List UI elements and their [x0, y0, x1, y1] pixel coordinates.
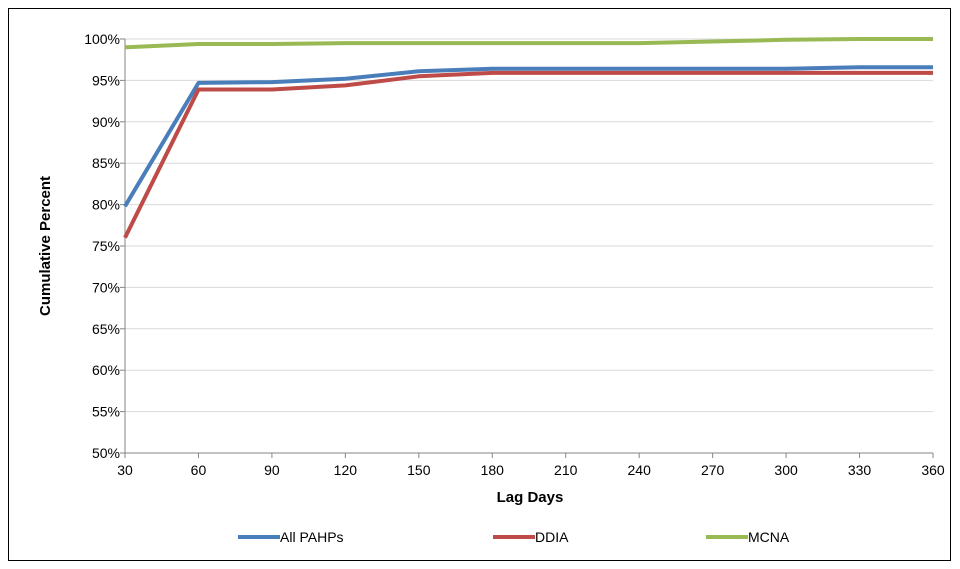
axes [124, 39, 934, 458]
y-tick-label: 90% [92, 114, 120, 130]
y-tick-label: 75% [92, 238, 120, 254]
x-tick-label: 60 [191, 462, 207, 478]
x-tick-label: 300 [774, 462, 798, 478]
x-tick-label: 90 [264, 462, 280, 478]
x-tick-label: 120 [334, 462, 358, 478]
gridlines [120, 38, 933, 454]
series-line-3 [124, 37, 933, 50]
series-line-2 [123, 70, 933, 239]
y-tick-label: 85% [92, 155, 120, 171]
y-tick-labels: 50% 55% 60% 65% 70% 75% 80% 85% 90% 95% 100% [84, 31, 120, 461]
y-axis-title: Cumulative Percent [37, 176, 54, 316]
y-tick-label: 100% [84, 31, 120, 47]
x-tick-label: 270 [701, 462, 725, 478]
chart-frame [8, 8, 951, 561]
legend-item: All PAHPs [238, 529, 344, 545]
x-tick-label: 180 [481, 462, 505, 478]
legend-item: DDIA [493, 529, 569, 545]
x-tick-label: 330 [848, 462, 872, 478]
x-tick-label: 150 [407, 462, 431, 478]
x-tick-label: 30 [117, 462, 133, 478]
legend-label: All PAHPs [280, 529, 344, 545]
legend-label: MCNA [748, 529, 790, 545]
y-tick-label: 95% [92, 72, 120, 88]
x-tick-labels: 30 60 90 120 150 180 210 240 270 300 330 360 [117, 462, 945, 478]
x-axis-title: Lag Days [497, 489, 564, 506]
y-tick-label: 50% [92, 445, 120, 461]
x-tick-label: 240 [628, 462, 652, 478]
legend: All PAHPs DDIA MCNA [238, 529, 790, 545]
x-tick-label: 210 [554, 462, 578, 478]
legend-item: MCNA [706, 529, 790, 545]
y-tick-label: 60% [92, 362, 120, 378]
series-lines [123, 37, 933, 239]
series-line-1 [123, 65, 933, 208]
y-tick-label: 65% [92, 321, 120, 337]
x-tick-label: 360 [921, 462, 945, 478]
y-tick-label: 70% [92, 279, 120, 295]
y-tick-label: 80% [92, 197, 120, 213]
legend-label: DDIA [535, 529, 569, 545]
y-tick-label: 55% [92, 404, 120, 420]
